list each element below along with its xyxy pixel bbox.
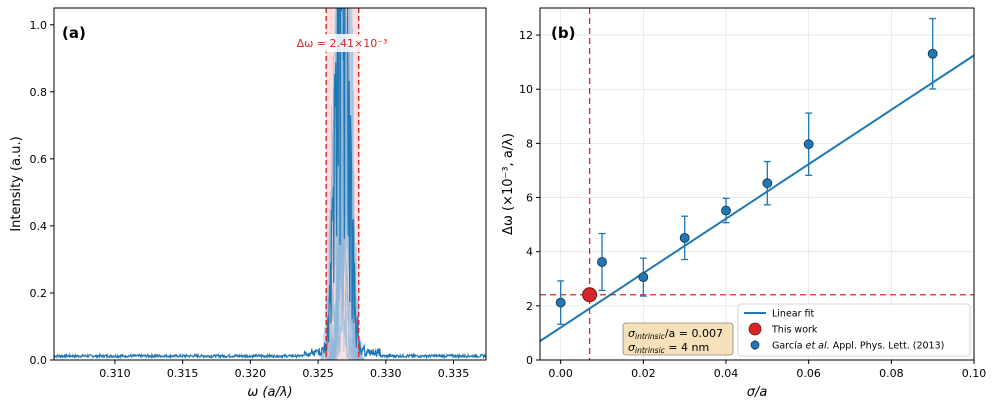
panel-b-x-ticks: 0.00 0.02 0.04 0.06 0.08 0.10	[548, 360, 986, 380]
panel-a-frame	[53, 7, 487, 361]
x-tick-label: 0.00	[548, 367, 573, 380]
x-tick-label: 0.04	[714, 367, 739, 380]
legend-ref-label: García et al. Appl. Phys. Lett. (2013)	[772, 341, 944, 352]
legend-frame	[737, 303, 971, 357]
data-point	[762, 160, 773, 206]
x-tick-label: 0.08	[879, 367, 904, 380]
data-point	[597, 232, 607, 292]
spectrum-plot	[54, 8, 486, 360]
panel-b-y-ticks: 0 2 4 6 8 10 12	[519, 29, 540, 367]
panel-a-x-label: ω (a/λ)	[247, 385, 292, 400]
panel-a: 0.310 0.315 0.320 0.325 0.330 0.335 0.0 0.2 0.4…	[9, 7, 487, 400]
legend-this-label: This work	[771, 325, 818, 336]
y-tick-label: 8	[526, 137, 533, 150]
annotation-bg	[290, 34, 394, 52]
y-tick-label: 6	[526, 192, 533, 205]
data-point	[555, 280, 566, 325]
data-point	[679, 215, 690, 261]
linewidth-annotation: Δω = 2.41×10⁻³	[297, 37, 388, 50]
x-tick-label: 0.325	[302, 367, 334, 380]
panel-a-y-ticks: 0.0 0.2 0.4 0.6 0.8 1.0	[30, 19, 54, 367]
legend: Linear fit This work García et al. Appl.…	[737, 303, 971, 357]
y-tick-label: 1.0	[30, 19, 48, 32]
data-point	[927, 17, 938, 90]
data-point	[638, 257, 649, 297]
panel-b-label: (b)	[551, 24, 575, 42]
data-marker	[721, 205, 731, 216]
textbox-line-1: σintrinsic/a = 0.007	[628, 327, 723, 341]
panel-a-y-label: Intensity (a.u.)	[9, 136, 24, 231]
y-tick-label: 10	[519, 83, 533, 96]
x-tick-label: 0.02	[631, 367, 656, 380]
data-marker	[597, 257, 607, 267]
panel-b-x-label: σ/a	[747, 385, 768, 400]
y-tick-label: 2	[526, 300, 533, 313]
y-tick-label: 12	[519, 29, 533, 42]
x-tick-label: 0.10	[962, 367, 987, 380]
y-tick-label: 0.8	[30, 86, 48, 99]
legend-this-swatch	[748, 322, 762, 336]
spectrum-line	[54, 8, 486, 360]
y-tick-label: 4	[526, 246, 533, 259]
data-marker	[762, 178, 773, 189]
reference-points	[555, 17, 938, 325]
x-tick-label: 0.06	[796, 367, 821, 380]
x-tick-label: 0.310	[99, 367, 131, 380]
data-point	[803, 112, 814, 176]
legend-fit-label: Linear fit	[772, 309, 815, 320]
y-tick-label: 0.6	[30, 153, 48, 166]
data-marker	[679, 232, 690, 243]
textbox-bg	[622, 322, 734, 356]
y-tick-label: 0.4	[30, 220, 48, 233]
data-marker	[803, 139, 814, 150]
data-marker	[555, 297, 566, 308]
x-tick-label: 0.320	[235, 367, 267, 380]
intrinsic-roughness-box: σintrinsic/a = 0.007 σintrinsic = 4 nm	[622, 322, 734, 356]
panel-a-label: (a)	[62, 24, 86, 42]
x-tick-label: 0.330	[370, 367, 402, 380]
x-tick-label: 0.335	[438, 367, 470, 380]
this-work-point	[582, 287, 598, 303]
y-tick-label: 0.0	[30, 354, 48, 367]
panel-b-frame	[539, 7, 975, 361]
legend-ref-swatch	[750, 340, 760, 350]
fit-line	[540, 54, 974, 342]
y-tick-label: 0.2	[30, 287, 48, 300]
band-edges	[325, 8, 360, 360]
linear-fit	[540, 54, 974, 342]
data-marker	[927, 48, 938, 59]
data-marker	[638, 272, 649, 283]
panel-a-x-ticks: 0.310 0.315 0.320 0.325 0.330 0.335	[99, 360, 469, 380]
y-tick-label: 0	[526, 354, 533, 367]
data-point	[721, 197, 731, 224]
x-tick-label: 0.315	[167, 367, 199, 380]
this-work-point-group	[582, 287, 598, 303]
panel-b-y-label: Δω (×10⁻³, a/λ)	[501, 133, 516, 235]
textbox-line-2: σintrinsic = 4 nm	[628, 341, 709, 355]
panel-b: 0.00 0.02 0.04 0.06 0.08 0.10 0 2 4 6 8 10 12 (b) σ…	[501, 7, 986, 400]
